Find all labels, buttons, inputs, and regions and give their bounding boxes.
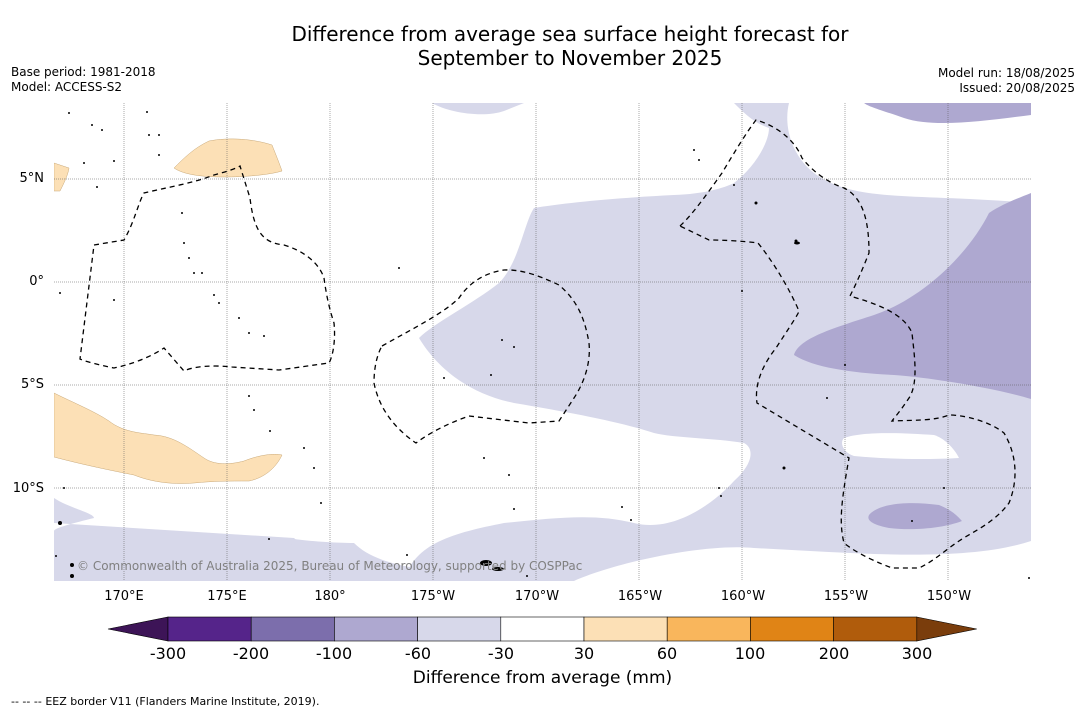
anomaly-region-light-purple-edge <box>274 539 474 581</box>
colorbar-tick--100: -100 <box>315 644 353 663</box>
copyright-text: © Commonwealth of Australia 2025, Bureau… <box>77 559 582 573</box>
colorbar-segments <box>107 616 977 642</box>
lon-label-170w: 170°W <box>514 589 560 604</box>
colorbar-tick-30: 30 <box>573 644 595 663</box>
model-run: Model run: 18/08/2025 <box>937 66 1075 80</box>
lat-label-10s: 10°S <box>12 481 44 496</box>
model-name: Model: ACCESS-S2 <box>11 80 123 94</box>
colorbar-tick--60: -60 <box>404 644 432 663</box>
anomaly-region-orange-sw <box>54 392 283 484</box>
colorbar-title: Difference from average (mm) <box>412 668 673 688</box>
colorbar-segment <box>583 616 668 642</box>
colorbar-tick--200: -200 <box>232 644 270 663</box>
colorbar-segment <box>334 616 418 642</box>
base-period: Base period: 1981-2018 <box>11 65 156 79</box>
eez-borders <box>79 119 1016 569</box>
colorbar-segment <box>666 616 751 642</box>
lat-label-5s: 5°S <box>20 377 44 392</box>
colorbar-tick--300: -300 <box>149 644 187 663</box>
colorbar-segment <box>167 616 252 642</box>
eez-legend-text: EEZ border V11 (Flanders Marine Institut… <box>45 695 320 708</box>
lon-label-170e: 170°E <box>104 589 144 604</box>
colorbar-tick-60: 60 <box>656 644 678 663</box>
lon-label-180: 180° <box>314 589 346 604</box>
anomaly-white-pocket <box>842 433 959 460</box>
colorbar-segment <box>417 616 502 642</box>
colorbar-segment <box>750 616 834 642</box>
eez-border-east <box>678 119 1016 569</box>
map-svg: © Commonwealth of Australia 2025, Bureau… <box>54 103 1031 581</box>
anomaly-region-orange-north <box>173 138 283 178</box>
map-title: Difference from average sea surface heig… <box>0 22 1085 70</box>
anomaly-region-light-purple <box>54 103 1031 581</box>
colorbar-tick--30: -30 <box>487 644 515 663</box>
colorbar-segment <box>833 616 918 642</box>
graticule <box>54 103 1031 581</box>
eez-border-west <box>79 164 336 372</box>
lon-label-160w: 160°W <box>720 589 766 604</box>
lat-label-0: 0° <box>29 274 44 289</box>
anomaly-region-purple-east <box>864 103 1031 124</box>
colorbar-tick-100: 100 <box>734 644 766 663</box>
colorbar-tick-200: 200 <box>818 644 850 663</box>
colorbar-tick-300: 300 <box>901 644 933 663</box>
colorbar-segment <box>250 616 335 642</box>
lat-label-5n: 5°N <box>19 171 45 186</box>
eez-legend-line-symbol: -- -- -- <box>11 695 42 708</box>
lon-label-150w: 150°W <box>926 589 972 604</box>
eez-legend: -- -- -- EEZ border V11 (Flanders Marine… <box>11 695 319 708</box>
map-area: © Commonwealth of Australia 2025, Bureau… <box>54 103 1031 581</box>
issued-date: Issued: 20/08/2025 <box>959 81 1075 95</box>
islands <box>55 111 1030 579</box>
map-title-line-1: Difference from average sea surface heig… <box>291 22 849 46</box>
colorbar-extend-low <box>107 616 169 642</box>
anomaly-region-orange-nw <box>54 162 70 192</box>
lon-label-175e: 175°E <box>207 589 247 604</box>
meta-right: Model run: 18/08/2025 Issued: 20/08/2025 <box>938 66 1075 96</box>
map-title-line-2: September to November 2025 <box>417 46 723 70</box>
colorbar <box>107 616 977 642</box>
anomaly-region-purple-mid <box>794 193 1031 399</box>
anomaly-region-purple-south <box>868 503 962 530</box>
lon-label-155w: 155°W <box>823 589 869 604</box>
eez-border-central <box>373 269 590 444</box>
lon-label-175w: 175°W <box>410 589 456 604</box>
colorbar-extend-high <box>916 616 977 642</box>
meta-left: Base period: 1981-2018 Model: ACCESS-S2 <box>11 65 156 95</box>
colorbar-segment <box>500 616 585 642</box>
lon-label-165w: 165°W <box>617 589 663 604</box>
